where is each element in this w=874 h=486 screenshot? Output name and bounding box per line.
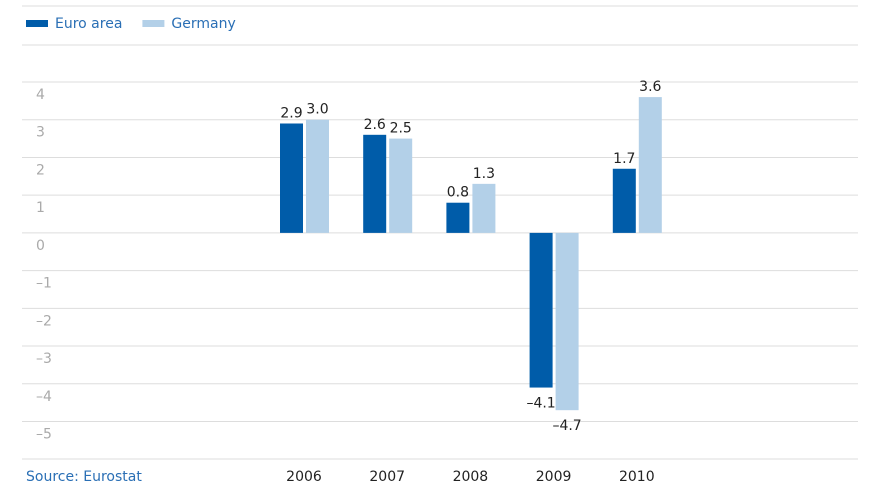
y-tick-label: –4	[36, 389, 52, 405]
value-label: 1.7	[613, 151, 635, 167]
y-tick-label: 4	[36, 87, 45, 103]
y-tick-label: 0	[36, 238, 45, 254]
bar	[529, 232, 553, 388]
y-tick-label: 3	[36, 125, 45, 141]
y-tick-label: –2	[36, 313, 52, 329]
x-tick-label: 2007	[369, 469, 405, 485]
value-label: 2.9	[280, 105, 302, 121]
x-tick-label: 2010	[619, 469, 655, 485]
y-tick-label: –1	[36, 276, 52, 292]
bar	[472, 183, 496, 233]
value-label: 2.5	[390, 121, 412, 137]
x-tick-label: 2008	[453, 469, 489, 485]
value-label: 1.3	[473, 166, 495, 182]
bar	[612, 168, 636, 233]
bar	[446, 202, 470, 233]
source: Source: Eurostat	[26, 469, 142, 485]
bar	[389, 138, 413, 233]
value-label: 3.0	[306, 102, 328, 118]
bar	[363, 134, 387, 233]
bar	[638, 97, 662, 233]
bar	[306, 119, 329, 233]
bar	[280, 123, 303, 233]
y-tick-label: 2	[36, 162, 45, 178]
value-label: –4.7	[552, 418, 581, 434]
legend-label: Germany	[171, 16, 235, 32]
value-label: 2.6	[364, 117, 386, 133]
legend-swatch	[142, 20, 165, 27]
legend-label: Euro area	[55, 16, 122, 32]
value-label: –4.1	[526, 396, 555, 412]
value-label: 3.6	[639, 79, 661, 95]
legend-swatch	[26, 20, 48, 27]
bar	[555, 232, 579, 411]
x-tick-label: 2006	[286, 469, 322, 485]
y-tick-label: 1	[36, 200, 45, 216]
value-label: 0.8	[447, 185, 469, 201]
x-tick-label: 2009	[536, 469, 572, 485]
y-tick-label: –3	[36, 351, 52, 367]
y-tick-label: –5	[36, 427, 52, 443]
